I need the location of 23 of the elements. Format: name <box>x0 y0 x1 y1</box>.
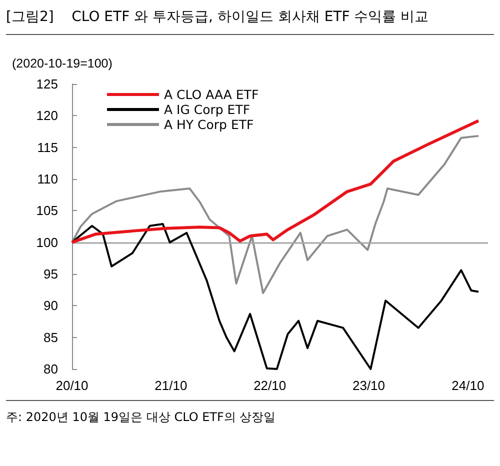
y-tick-label: 110 <box>37 172 58 186</box>
line-series <box>71 222 480 370</box>
y-tick-label: 120 <box>36 108 58 124</box>
legend-label: A IG Corp ETF <box>164 102 250 117</box>
y-tick-label: 100 <box>36 234 58 250</box>
y-tick-label: 90 <box>44 298 58 314</box>
text: 주: 2020년 10월 19일은 대상 CLO ETF의 상장일 <box>6 409 277 426</box>
y-axis-title: (2020-10-19=100) <box>12 56 112 70</box>
y-tick-label: 105 <box>36 203 58 218</box>
y-tick-label: 80 <box>44 362 58 376</box>
y-tick-label: 115 <box>37 140 58 155</box>
x-tick-label: 22/10 <box>254 378 286 393</box>
x-tick-label: 20/10 <box>56 378 88 393</box>
y-tick-label: 125 <box>36 76 58 92</box>
line-series <box>70 119 480 244</box>
x-tick-label: 23/10 <box>352 378 386 393</box>
legend-label: A HY Corp ETF <box>164 117 254 132</box>
y-tick-label: 85 <box>44 330 58 345</box>
chart-title: [그림2] CLO ETF 와 투자등급, 하이일드 회사채 ETF 수익률 비교 <box>6 8 494 35</box>
y-tick-label: 95 <box>44 266 58 282</box>
x-tick-label: 24/10 <box>452 378 484 393</box>
legend-label: A CLO AAA ETF <box>164 87 259 102</box>
x-tick-label: 21/10 <box>154 378 188 393</box>
